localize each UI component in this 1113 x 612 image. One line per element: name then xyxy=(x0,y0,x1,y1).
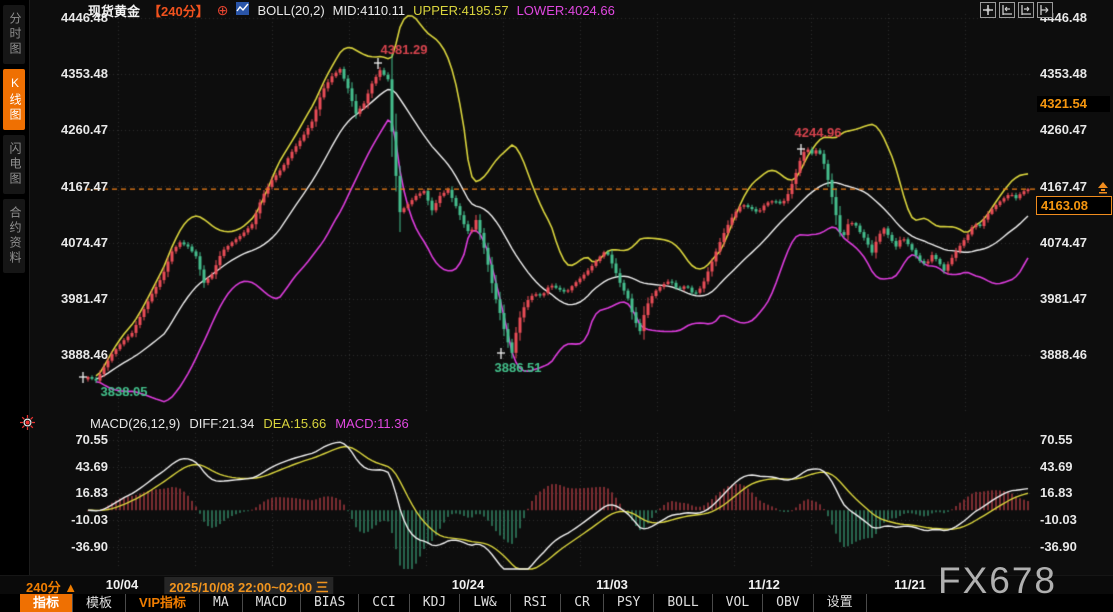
time-tick-label: 11/21 xyxy=(894,577,926,592)
price-tick-right: 3981.47 xyxy=(1040,290,1087,306)
price-alert-arrow-icon xyxy=(1097,181,1109,199)
shift-right-icon[interactable] xyxy=(1037,2,1053,18)
time-tick-label: 11/12 xyxy=(748,577,780,592)
macd-tick-right: -10.03 xyxy=(1040,512,1077,528)
price-tick-left: 4074.47 xyxy=(61,234,108,250)
chart-header: 现货黄金 【240分】 ⊕ BOLL(20,2) MID:4110.11 UPP… xyxy=(88,1,615,19)
indicator-thumbnail-icon xyxy=(236,2,250,18)
pan-icon[interactable] xyxy=(980,2,996,18)
sidebar-item-2[interactable]: K线图 xyxy=(3,69,25,130)
time-tick-label: 10/24 xyxy=(451,577,485,592)
tab-设置[interactable]: 设置 xyxy=(814,594,867,612)
sidebar-item-1[interactable]: 分时图 xyxy=(3,5,25,64)
macd-title: MACD(26,12,9) xyxy=(90,416,181,431)
macd-tick-left: -36.90 xyxy=(71,539,108,554)
alert-blink-icon xyxy=(20,415,35,435)
tab-指标[interactable]: 指标 xyxy=(20,594,74,612)
tab-BOLL[interactable]: BOLL xyxy=(654,594,713,612)
tab-LW&[interactable]: LW& xyxy=(460,594,511,612)
macd-tick-left: 16.83 xyxy=(75,485,108,501)
tab-模板[interactable]: 模板 xyxy=(73,594,127,612)
period-label: 【240分】 xyxy=(148,3,209,19)
macd-tick-right: 43.69 xyxy=(1040,458,1073,474)
macd-macd-value: MACD:11.36 xyxy=(335,416,409,431)
macd-header: MACD(26,12,9) DIFF:21.34 DEA:15.66 MACD:… xyxy=(90,416,409,431)
price-tick-left: 3888.46 xyxy=(61,347,108,362)
price-tick-left: 3981.47 xyxy=(61,290,108,306)
boll-lower-value: LOWER:4024.66 xyxy=(516,2,615,18)
tab-MACD[interactable]: MACD xyxy=(243,594,301,612)
sidebar-item-4[interactable]: 合约资料 xyxy=(3,199,25,273)
tab-KDJ[interactable]: KDJ xyxy=(410,594,461,612)
time-cursor-label: 2025/10/08 22:00~02:00 三 xyxy=(164,577,334,596)
macd-diff-value: DIFF:21.34 xyxy=(189,416,255,431)
target-marker-icon[interactable]: ⊕ xyxy=(216,1,229,18)
fx678-watermark: FX678 xyxy=(938,560,1058,601)
tab-PSY[interactable]: PSY xyxy=(604,594,655,612)
tab-CCI[interactable]: CCI xyxy=(359,594,410,612)
scale-right-icon[interactable] xyxy=(1018,2,1034,18)
alert-price-tag: 4321.54 xyxy=(1037,96,1110,112)
boll-label: BOLL(20,2) xyxy=(257,2,325,18)
symbol-title: 现货黄金 xyxy=(88,3,141,19)
price-tick-left: 4353.48 xyxy=(61,66,108,82)
price-tick-right: 4260.47 xyxy=(1040,122,1087,138)
macd-tick-right: 16.83 xyxy=(1040,485,1073,501)
time-tick-label: 11/03 xyxy=(596,577,628,592)
indicator-tabbar: 指标 模板 VIP指标 MA MACD BIAS CCI KDJ LW& RSI CR PSY BOLL… xyxy=(0,594,1113,612)
macd-tick-right: 70.55 xyxy=(1040,432,1073,447)
time-axis: 240分 ▲ 10/04 2025/10/08 22:00~02:00 三 10/2… xyxy=(0,575,1113,596)
boll-mid-value: MID:4110.11 xyxy=(332,2,406,18)
tab-CR[interactable]: CR xyxy=(561,594,604,612)
price-tick-right: 4353.48 xyxy=(1040,66,1087,82)
macd-tick-left: -10.03 xyxy=(71,512,108,528)
price-tick-left: 4446.48 xyxy=(61,10,108,25)
price-tick-right: 4074.47 xyxy=(1040,234,1087,250)
current-price-tag: 4163.08 xyxy=(1036,196,1112,215)
sidebar: 分时图 K线图闪电图合约资料 xyxy=(0,0,30,612)
boll-upper-value: UPPER:4195.57 xyxy=(413,2,509,18)
tab-VIP指标[interactable]: VIP指标 xyxy=(126,594,200,612)
time-tick-label: 10/04 xyxy=(105,577,139,592)
period-selector[interactable]: 240分 ▲ xyxy=(26,580,78,595)
macd-tick-left: 70.55 xyxy=(75,432,108,447)
tab-VOL[interactable]: VOL xyxy=(713,594,764,612)
price-tick-left: 4260.47 xyxy=(61,122,108,138)
macd-tick-left: 43.69 xyxy=(75,458,108,474)
price-tick-right: 4167.47 xyxy=(1040,178,1087,194)
scale-left-icon[interactable] xyxy=(999,2,1015,18)
chart-toolbar xyxy=(980,2,1053,18)
macd-tick-right: -36.90 xyxy=(1040,539,1077,554)
tab-OBV[interactable]: OBV xyxy=(763,594,814,612)
tab-RSI[interactable]: RSI xyxy=(511,594,562,612)
sidebar-item-3[interactable]: 闪电图 xyxy=(3,135,25,194)
price-tick-left: 4167.47 xyxy=(61,178,108,194)
macd-dea-value: DEA:15.66 xyxy=(263,416,327,431)
price-tick-right: 3888.46 xyxy=(1040,347,1087,362)
tab-MA[interactable]: MA xyxy=(200,594,243,612)
tab-BIAS[interactable]: BIAS xyxy=(301,594,360,612)
